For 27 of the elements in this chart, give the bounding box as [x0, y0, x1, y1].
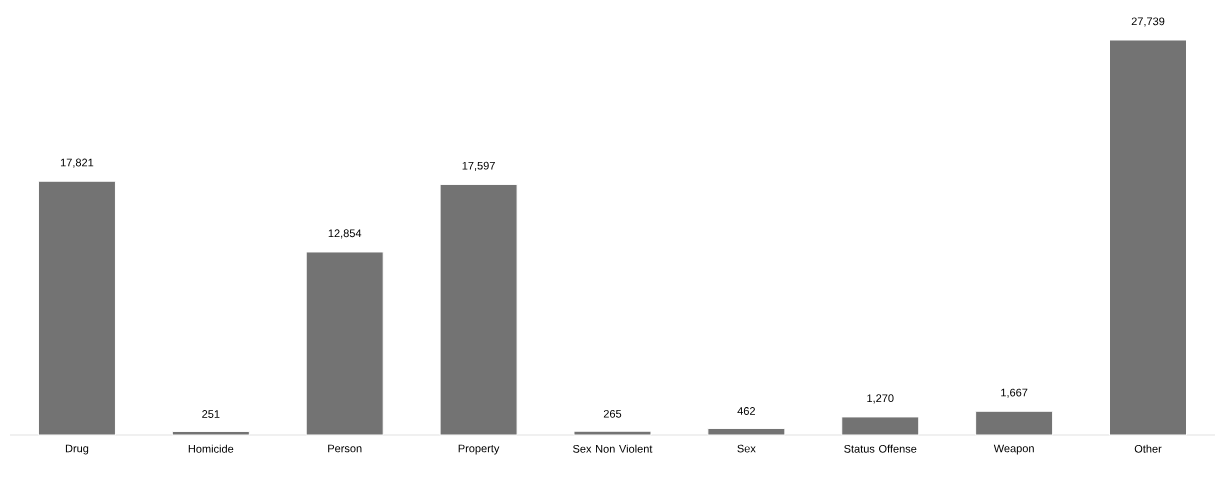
- data-label: 12,854: [328, 229, 362, 239]
- data-label: 251: [202, 410, 220, 418]
- x-tick-label: Sex Non Violent: [573, 444, 653, 453]
- x-tick-label: Weapon: [993, 444, 1034, 455]
- x-tick-label: Sex: [737, 444, 756, 453]
- x-tick-label: Homicide: [188, 444, 234, 453]
- bar: [305, 251, 384, 436]
- bar: [439, 183, 518, 436]
- bar: [707, 427, 786, 436]
- bar: [841, 416, 920, 436]
- data-label: 17,821: [60, 158, 94, 168]
- x-tick-label: Status Offense: [844, 444, 917, 453]
- data-label: 462: [737, 407, 755, 415]
- bar: [37, 180, 116, 436]
- x-tick-label: Other: [1134, 444, 1162, 453]
- bar: [975, 410, 1054, 436]
- x-tick-label: Property: [458, 444, 500, 455]
- data-label: 1,270: [867, 394, 894, 404]
- bar: [573, 430, 652, 436]
- data-label: 265: [603, 409, 622, 418]
- data-label: 17,597: [462, 161, 495, 171]
- data-label: 1,667: [1001, 388, 1028, 398]
- x-tick-label: Drug: [65, 444, 89, 455]
- data-label: 27,739: [1131, 17, 1165, 27]
- x-tick-label: Person: [328, 444, 362, 453]
- bar: [1109, 39, 1188, 436]
- bar: [171, 430, 250, 436]
